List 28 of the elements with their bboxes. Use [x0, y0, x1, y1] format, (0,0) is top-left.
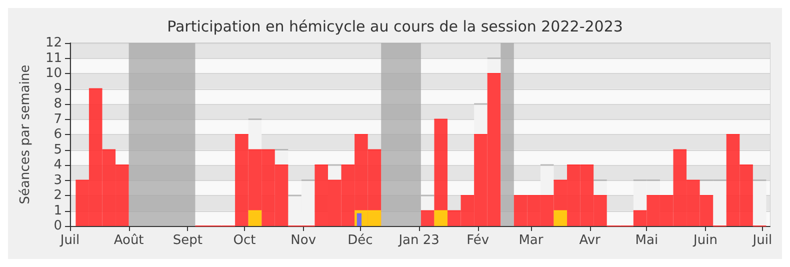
y-tick-label: 12: [45, 36, 62, 50]
x-tick-label: Fév: [466, 233, 490, 248]
x-tick-label: Déc: [348, 233, 373, 248]
x-tick-label: Jan 23: [398, 233, 440, 248]
x-tick-label: Mar: [518, 233, 544, 248]
x-tick-label: Oct: [233, 233, 256, 248]
y-tick-label: 0: [54, 218, 62, 234]
x-tick-label: Nov: [290, 233, 316, 248]
y-tick-label: 3: [54, 172, 62, 188]
y-tick-label: 9: [54, 81, 62, 96]
y-tick-label: 1: [54, 203, 62, 218]
y-tick-label: 6: [54, 127, 62, 142]
y-tick-label: 5: [54, 142, 62, 158]
y-axis-title: Séances par semaine: [18, 64, 33, 204]
y-tick-label: 11: [45, 50, 62, 66]
x-tick-label: Juin: [692, 233, 718, 248]
x-tick-label: Sept: [172, 233, 202, 248]
y-tick-label: 8: [54, 96, 62, 112]
chart-title: Participation en hémicycle au cours de la session 2022-2023: [167, 18, 623, 36]
x-tick-label: Avr: [579, 233, 602, 248]
x-tick-label: Mai: [635, 233, 658, 248]
x-tick-label: Juil: [59, 233, 80, 248]
y-tick-label: 7: [54, 112, 62, 127]
y-tick-label: 4: [54, 158, 62, 172]
x-tick-label: Août: [114, 233, 144, 248]
x-tick-label: Juil: [752, 233, 772, 248]
y-tick-label: 2: [54, 188, 62, 203]
y-tick-label: 10: [45, 66, 62, 81]
